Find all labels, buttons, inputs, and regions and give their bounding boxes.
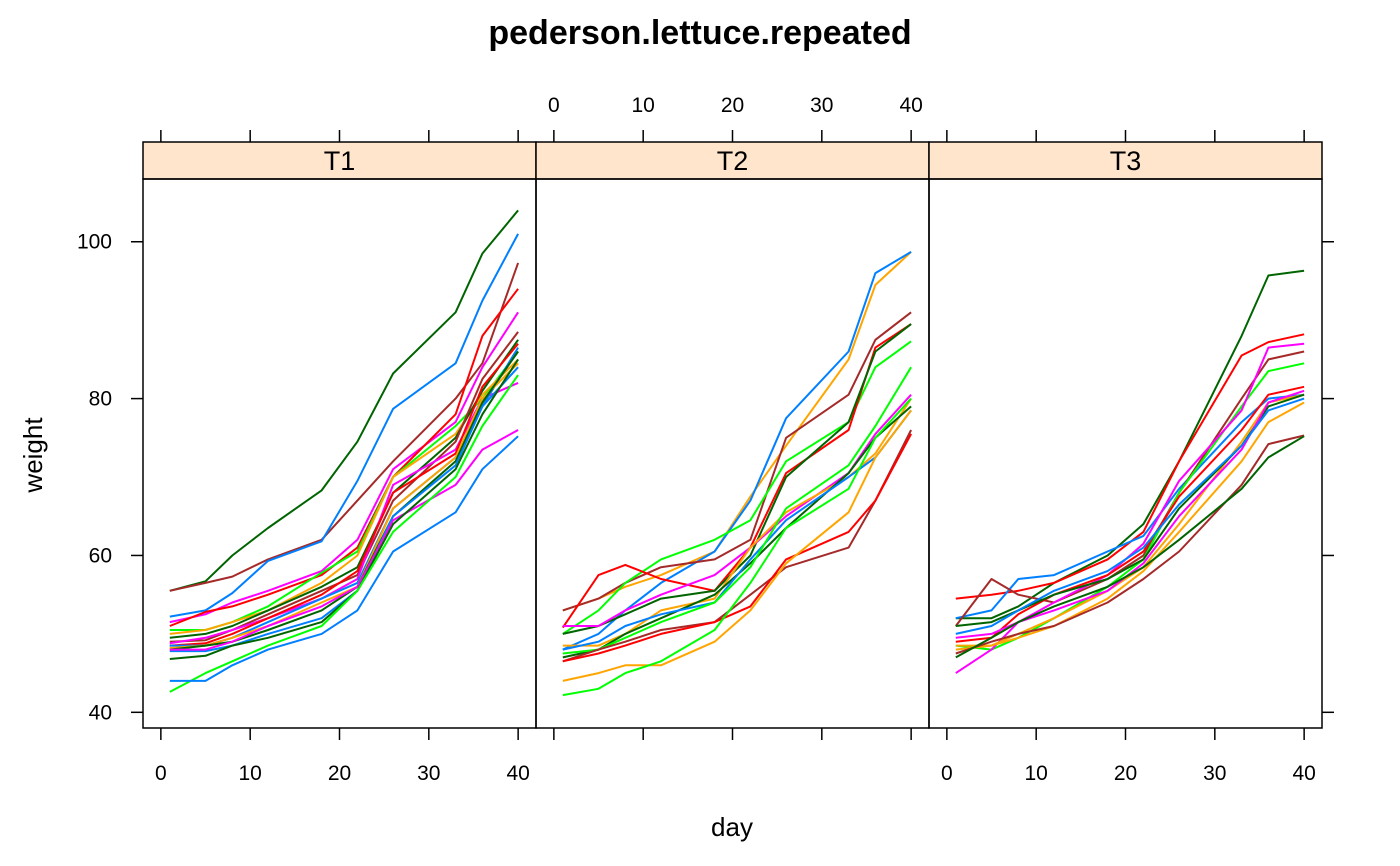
- series-line-t2-3: [562, 311, 912, 612]
- series-line-t2-11: [562, 366, 912, 655]
- series-line-t3-3: [955, 393, 1305, 620]
- x-tick-label: 30: [417, 762, 440, 785]
- x-tick-label-top: 20: [721, 94, 744, 117]
- x-tick-label: 0: [155, 762, 167, 785]
- series-line-t1-10: [169, 381, 519, 645]
- series-line-t3-14: [955, 435, 1305, 659]
- series-line-t1-18: [169, 374, 519, 693]
- chart-title: pederson.lettuce.repeated: [488, 14, 911, 52]
- strip-t1: [142, 141, 537, 180]
- series-line-t2-12: [562, 429, 912, 663]
- series-line-t1-15: [169, 366, 519, 653]
- series-line-t2-13: [562, 433, 912, 663]
- x-tick-label: 10: [239, 762, 262, 785]
- series-line-t1-16: [169, 429, 519, 651]
- series-line-t3-8: [955, 393, 1305, 647]
- series-line-t1-14: [169, 350, 519, 651]
- y-tick-label: 40: [89, 701, 112, 724]
- x-tick-label: 20: [1114, 762, 1137, 785]
- series-line-t1-17: [169, 358, 519, 660]
- series-line-t3-12: [955, 401, 1305, 651]
- series-line-t1-8: [169, 339, 519, 639]
- x-axis-label: day: [711, 812, 753, 842]
- x-tick-label: 0: [941, 762, 953, 785]
- strip-label-t3: T3: [1110, 146, 1142, 176]
- x-tick-label: 20: [328, 762, 351, 785]
- series-line-t1-1: [169, 209, 519, 592]
- plot-area: T1 0 10 20 30 40 T2 0 10 20 30 40 T3 0 10 20 30 40 40 60 80 1…: [77, 94, 1334, 785]
- series-line-t1-11: [169, 343, 519, 647]
- x-tick-label-top: 40: [899, 94, 922, 117]
- strip-t3: [928, 141, 1323, 180]
- series-line-t2-9: [562, 405, 912, 659]
- series-line-t2-6: [562, 323, 912, 635]
- y-tick-label: 100: [77, 231, 112, 254]
- y-tick-label: 80: [89, 388, 112, 411]
- strip-label-t1: T1: [324, 146, 356, 176]
- strip-label-t2: T2: [717, 146, 749, 176]
- y-tick-label: 60: [89, 544, 112, 567]
- series-line-t2-15: [562, 397, 912, 697]
- series-line-t2-1: [562, 251, 912, 612]
- series-line-t2-4: [562, 340, 912, 635]
- series-line-t3-2: [955, 333, 1305, 600]
- series-line-t2-2: [562, 251, 912, 651]
- x-tick-label: 40: [506, 762, 529, 785]
- series-line-t2-8: [562, 398, 912, 647]
- series-line-t1-2: [169, 262, 520, 592]
- series-line-t2-14: [562, 409, 912, 682]
- y-axis-label: weight: [18, 417, 48, 494]
- series-line-t1-3: [169, 233, 519, 618]
- series-line-t1-19: [169, 435, 519, 682]
- series-line-t3-11: [955, 397, 1305, 635]
- x-tick-label: 30: [1203, 762, 1226, 785]
- series-line-t3-1: [955, 269, 1305, 620]
- series-line-t2-5: [561, 323, 912, 629]
- series-line-t3-7: [955, 385, 1305, 643]
- x-tick-label-top: 0: [548, 94, 560, 117]
- x-tick-label: 10: [1025, 762, 1048, 785]
- series-line-t2-10: [562, 409, 912, 651]
- series-line-t1-13: [169, 362, 519, 649]
- series-line-t2-7: [562, 394, 912, 627]
- x-tick-label-top: 10: [632, 94, 655, 117]
- x-tick-label-top: 30: [810, 94, 833, 117]
- series-line-t3-5: [955, 362, 1305, 651]
- series-line-t3-13: [955, 434, 1305, 655]
- x-tick-label: 40: [1292, 762, 1315, 785]
